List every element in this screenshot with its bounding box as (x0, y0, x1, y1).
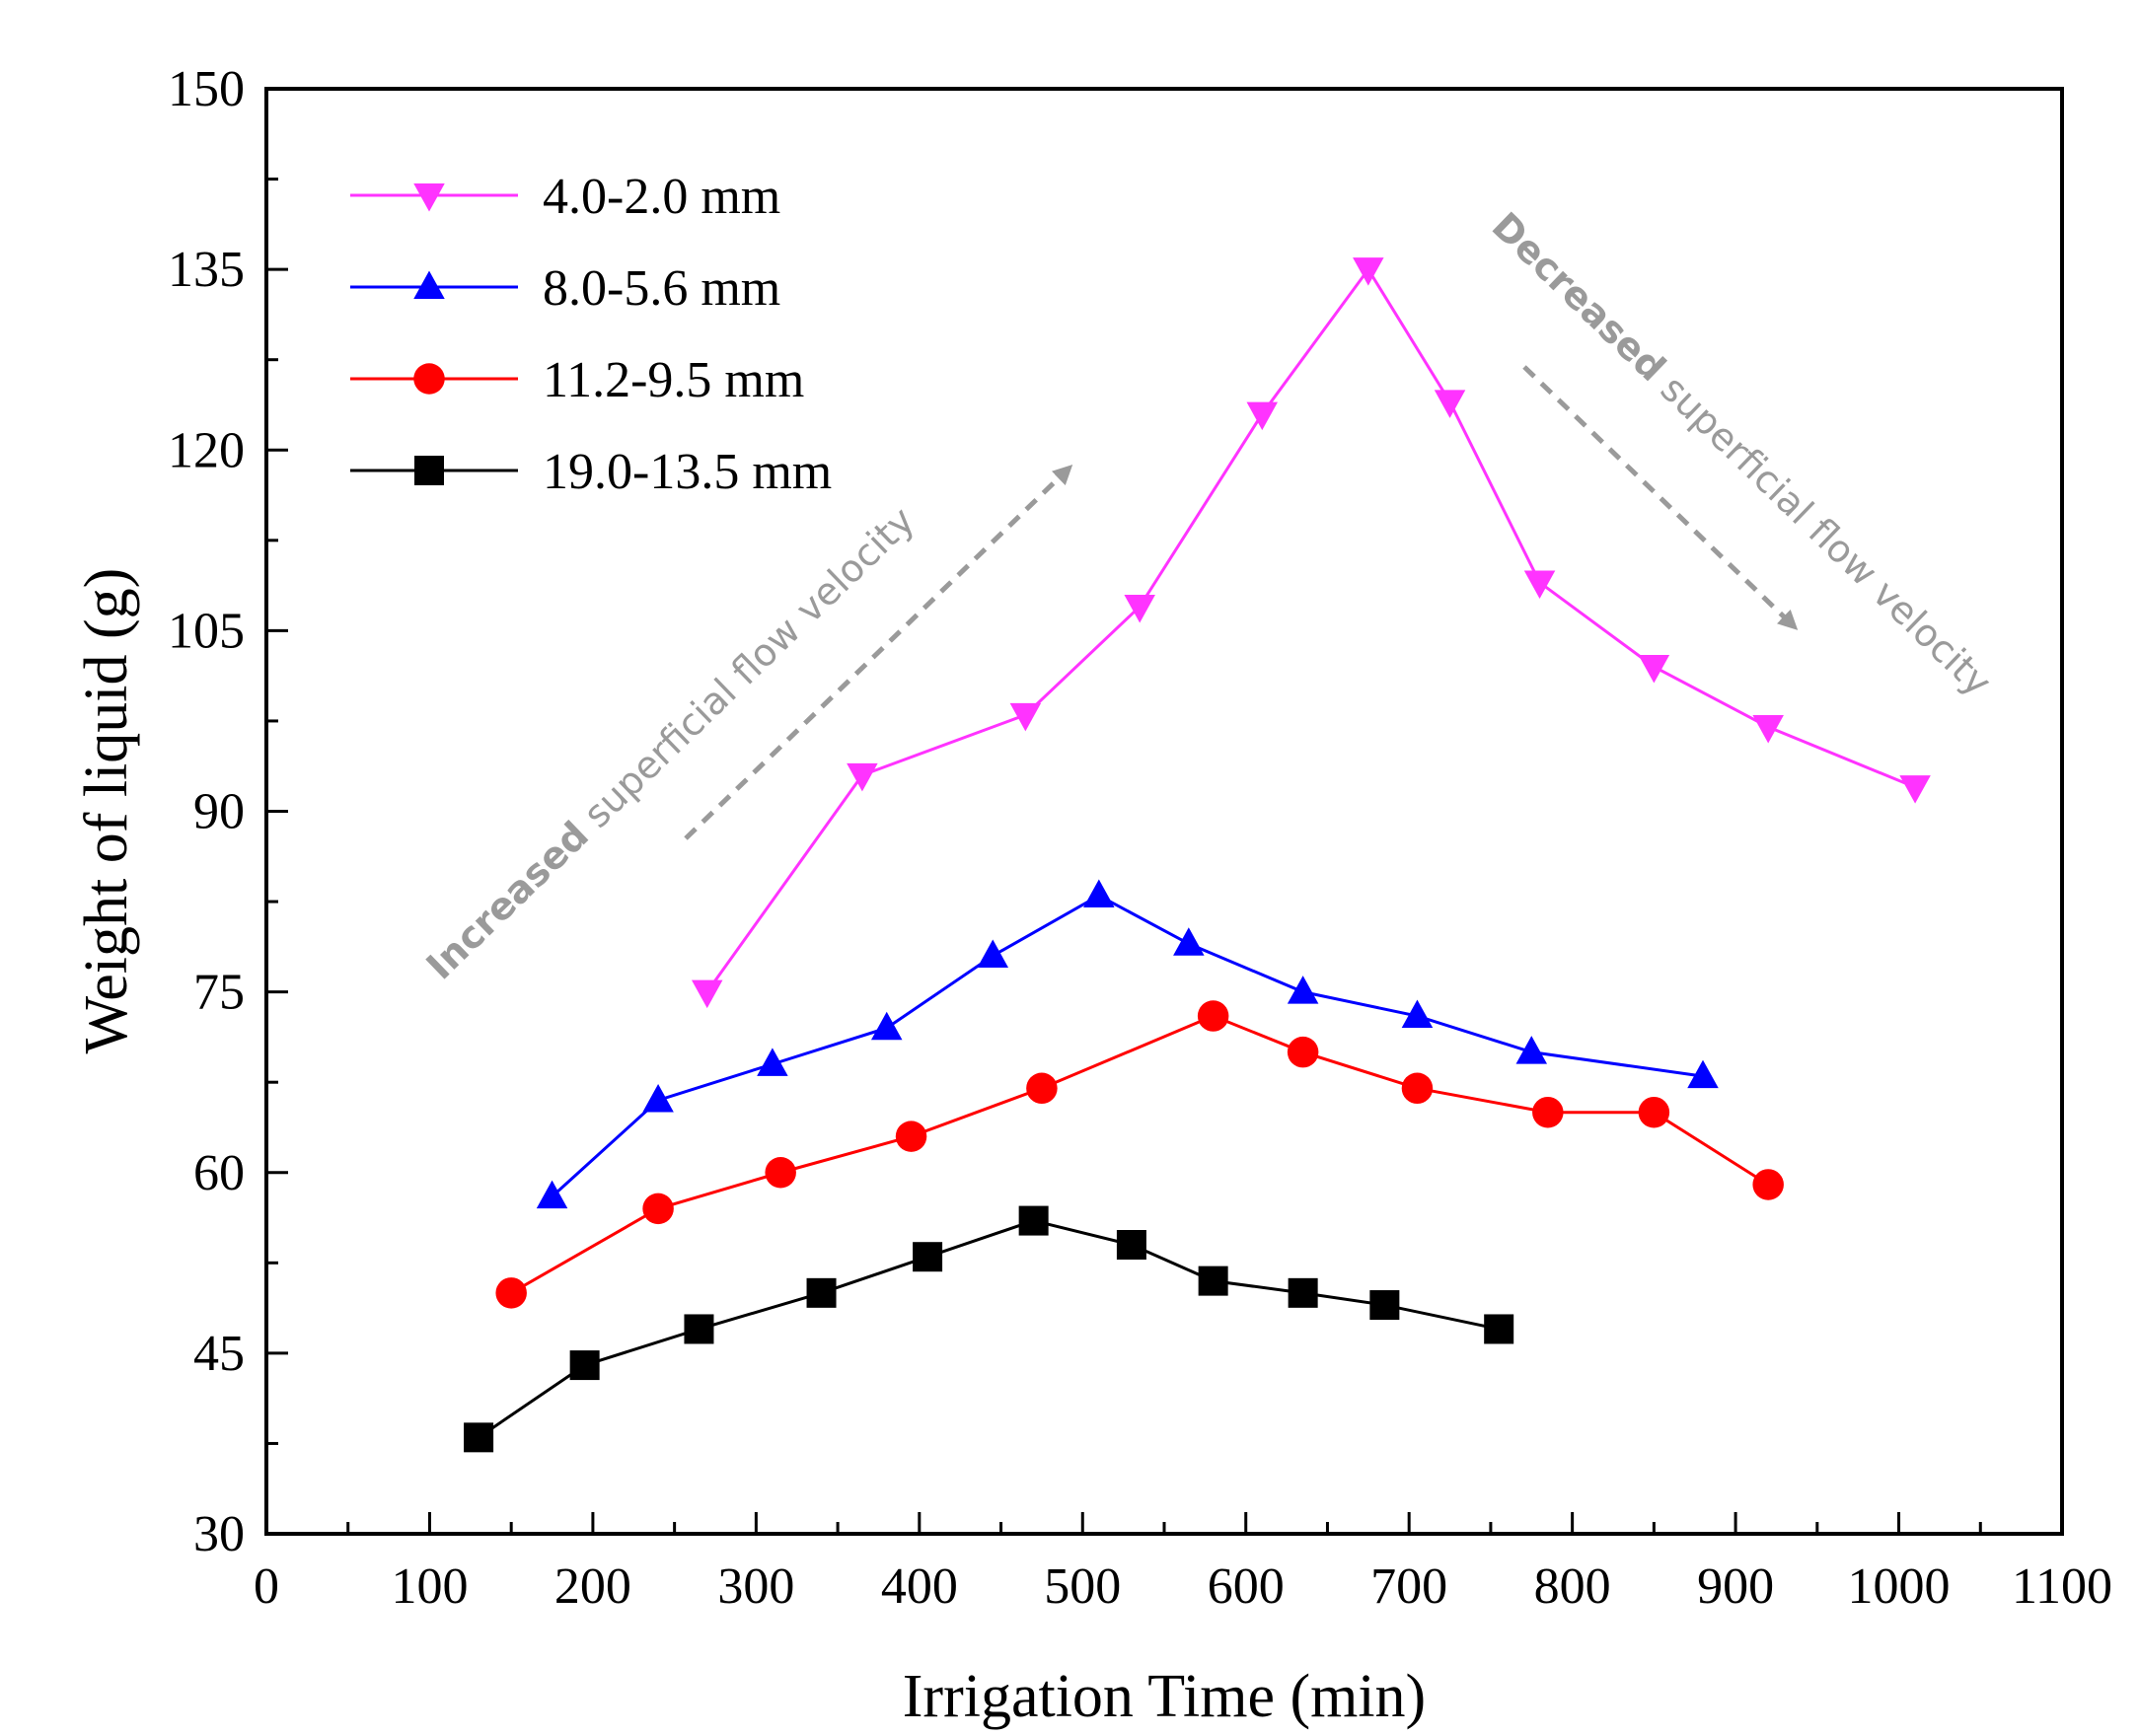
data-point (642, 1193, 674, 1225)
legend: 4.0-2.0 mm 8.0-5.6 mm 11.2-9.5 mm 19.0-13.5… (350, 169, 832, 500)
data-point (1287, 976, 1319, 1004)
legend-item: 11.2-9.5 mm (350, 352, 804, 408)
x-tick-label: 1100 (2012, 1558, 2112, 1615)
data-point (1246, 401, 1279, 431)
data-point (495, 1277, 527, 1309)
legend-label: 11.2-9.5 mm (543, 352, 804, 408)
annotation-arrow (1522, 365, 1799, 630)
y-tick-label: 135 (168, 242, 245, 298)
data-point (1687, 1059, 1719, 1089)
data-point (1116, 1230, 1146, 1260)
data-point (1026, 1072, 1058, 1105)
data-point (1638, 655, 1670, 684)
data-point (569, 1350, 600, 1381)
series-4-0-2-0-mm (691, 257, 1931, 1009)
data-point (1752, 1169, 1784, 1200)
x-axis: 0 100 200 300 400 500 600 700 800 900 1000 1100 (254, 1512, 2112, 1615)
data-point (1124, 594, 1155, 623)
data-point (1287, 1036, 1319, 1068)
data-point (1434, 390, 1466, 418)
legend-label: 19.0-13.5 mm (543, 444, 832, 500)
x-tick-label: 600 (1208, 1558, 1285, 1615)
data-point (1083, 879, 1115, 907)
legend-marker (413, 363, 445, 395)
data-point (765, 1157, 796, 1189)
y-tick-label: 75 (193, 965, 245, 1021)
data-point (757, 1048, 788, 1076)
series-19-0-13-5-mm (464, 1205, 1514, 1453)
legend-item: 19.0-13.5 mm (350, 444, 832, 500)
data-point (1484, 1314, 1514, 1344)
y-axis: 30 45 60 75 90 105 120 135 150 (168, 61, 288, 1562)
data-point (1638, 1096, 1670, 1128)
x-tick-label: 700 (1370, 1558, 1447, 1615)
x-tick-label: 500 (1044, 1558, 1121, 1615)
data-point (1173, 927, 1205, 956)
y-tick-label: 30 (193, 1506, 245, 1562)
data-point (977, 939, 1009, 968)
data-point (847, 762, 878, 792)
data-point (895, 1121, 927, 1152)
data-point (806, 1277, 837, 1308)
data-point (1198, 1266, 1228, 1296)
chart-marks (464, 257, 1931, 1453)
legend-marker (413, 270, 445, 299)
x-tick-label: 0 (254, 1558, 279, 1615)
y-tick-label: 90 (193, 784, 245, 840)
data-point (464, 1422, 494, 1453)
annotation-arrow (684, 465, 1073, 840)
data-point (1899, 775, 1931, 804)
data-point (1401, 1072, 1434, 1105)
x-tick-label: 200 (554, 1558, 631, 1615)
legend-item: 4.0-2.0 mm (350, 169, 780, 225)
y-tick-label: 105 (168, 603, 245, 659)
x-tick-label: 100 (391, 1558, 468, 1615)
x-tick-label: 300 (717, 1558, 794, 1615)
data-point (1288, 1277, 1318, 1308)
x-axis-label: Irrigation Time (min) (903, 1663, 1426, 1730)
y-tick-label: 120 (168, 422, 245, 478)
data-point (1197, 1000, 1229, 1032)
y-tick-label: 60 (193, 1145, 245, 1201)
data-point (1018, 1205, 1049, 1236)
y-tick-label: 45 (193, 1326, 245, 1382)
legend-marker (413, 183, 445, 212)
data-point (642, 1084, 674, 1113)
data-point (1009, 702, 1042, 732)
x-tick-label: 900 (1697, 1558, 1774, 1615)
data-point (1752, 715, 1784, 744)
data-point (1369, 1290, 1400, 1321)
legend-label: 8.0-5.6 mm (543, 260, 780, 317)
data-point (691, 979, 723, 1009)
x-tick-label: 800 (1534, 1558, 1611, 1615)
y-tick-label: 150 (168, 61, 245, 117)
x-tick-label: 400 (881, 1558, 958, 1615)
series-11-2-9-5-mm (495, 1000, 1784, 1309)
data-point (684, 1314, 714, 1344)
data-point (1353, 257, 1384, 286)
data-point (536, 1180, 568, 1209)
y-axis-label: Weight of liquid (g) (73, 568, 140, 1054)
x-tick-label: 1000 (1848, 1558, 1951, 1615)
data-point (913, 1242, 943, 1272)
data-point (1532, 1096, 1564, 1128)
data-point (1523, 570, 1556, 600)
legend-marker (414, 456, 444, 485)
legend-label: 4.0-2.0 mm (543, 169, 780, 225)
legend-item: 8.0-5.6 mm (350, 260, 780, 317)
data-point (1515, 1036, 1548, 1064)
data-point (870, 1011, 903, 1041)
data-point (1401, 999, 1434, 1029)
series-8-0-5-6-mm (536, 879, 1719, 1209)
